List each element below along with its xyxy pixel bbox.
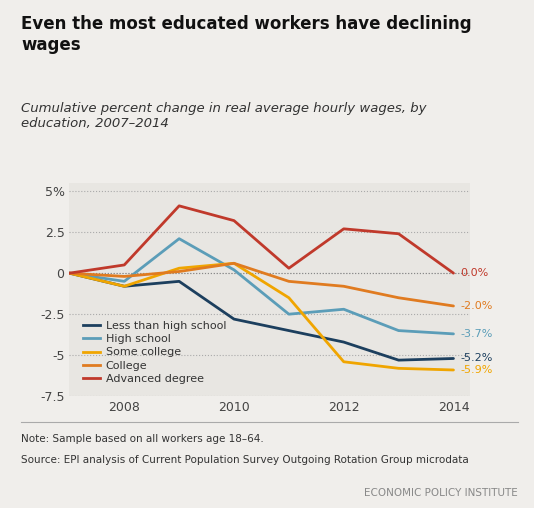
Text: -5.2%: -5.2% [460, 354, 493, 364]
Legend: Less than high school, High school, Some college, College, Advanced degree: Less than high school, High school, Some… [79, 316, 231, 389]
Text: 0.0%: 0.0% [460, 268, 489, 278]
Text: -5.9%: -5.9% [460, 365, 493, 375]
Text: Even the most educated workers have declining
wages: Even the most educated workers have decl… [21, 15, 472, 54]
Text: Cumulative percent change in real average hourly wages, by
education, 2007–2014: Cumulative percent change in real averag… [21, 102, 427, 130]
Text: -3.7%: -3.7% [460, 329, 493, 339]
Text: Note: Sample based on all workers age 18–64.: Note: Sample based on all workers age 18… [21, 434, 264, 444]
Text: Source: EPI analysis of Current Population Survey Outgoing Rotation Group microd: Source: EPI analysis of Current Populati… [21, 455, 469, 465]
Text: -2.0%: -2.0% [460, 301, 493, 311]
Text: ECONOMIC POLICY INSTITUTE: ECONOMIC POLICY INSTITUTE [364, 488, 518, 498]
